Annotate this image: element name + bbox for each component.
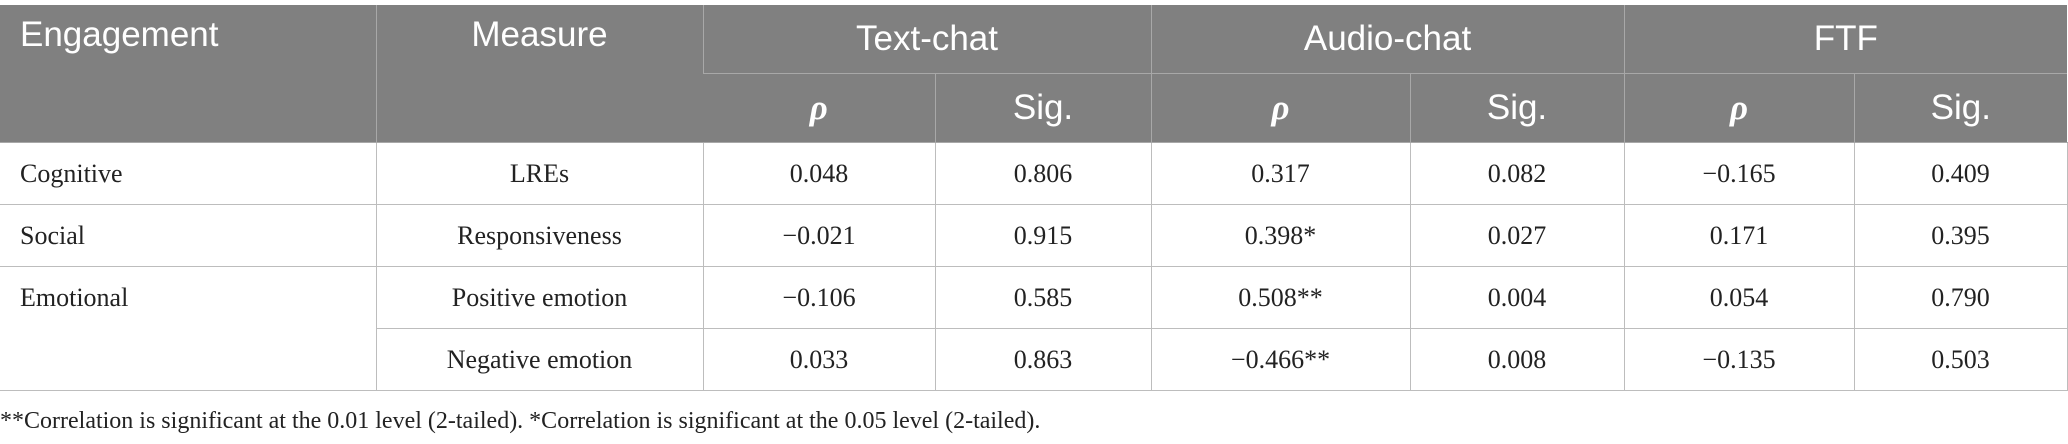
header-row: ρ Sig. ρ Sig. ρ Sig. [0,73,2068,143]
measure-cell: Responsiveness [375,204,704,267]
measure-cell: Positive emotion [375,266,704,329]
engagement-cell: Cognitive [0,142,377,205]
value-cell: 0.863 [934,328,1152,391]
value-cell: 0.171 [1623,204,1855,267]
value-cell: 0.915 [934,204,1152,267]
footnote: **Correlation is significant at the 0.01… [0,408,1041,434]
group-header: FTF [1623,5,2068,74]
value-cell: 0.027 [1409,204,1625,267]
value-cell: −0.021 [702,204,936,267]
header-row: Engagement Measure Text-chat Audio-chat FTF [0,5,2068,143]
engagement-cell: Emotional [0,266,377,391]
value-cell: −0.165 [1623,142,1855,205]
value-cell: 0.395 [1853,204,2068,267]
value-cell: 0.317 [1150,142,1411,205]
engagement-cell: Social [0,204,377,267]
value-cell: 0.398* [1150,204,1411,267]
value-cell: 0.409 [1853,142,2068,205]
value-cell: −0.135 [1623,328,1855,391]
table-row: Negative emotion 0.033 0.863 −0.466** 0.008−… [0,328,2068,391]
measure-cell: LREs [375,142,704,205]
value-cell: 0.082 [1409,142,1625,205]
value-cell: 0.503 [1853,328,2068,391]
value-cell: 0.790 [1853,266,2068,329]
value-cell: −0.466** [1150,328,1411,391]
header-cell: Measure [375,5,703,143]
rho-header: ρ [1150,73,1410,143]
value-cell: 0.806 [934,142,1152,205]
table-row: Emotional Positive emotion −0.106 0.585 0.50… [0,266,2068,391]
table-header: Engagement Measure Text-chat Audio-chat FTF ρ… [0,5,2068,143]
value-cell: 0.004 [1409,266,1625,329]
value-cell: 0.033 [702,328,936,391]
value-cell: 0.008 [1409,328,1625,391]
sig-header: Sig. [934,73,1151,143]
table-row: Social Responsiveness −0.021 0.915 0.398* 0.0… [0,204,2068,267]
value-cell: 0.508** [1150,266,1411,329]
sig-header: Sig. [1409,73,1625,143]
value-cell: 0.048 [702,142,936,205]
data-table: Engagement Measure Text-chat Audio-chat FTF ρ… [0,5,2068,391]
rho-header: ρ [1623,73,1855,143]
value-cell: 0.054 [1623,266,1855,329]
group-header: Text-chat [702,5,1151,74]
table-body: Cognitive LREs 0.048 0.806 0.317 0.082 −0.165 0… [0,142,2068,391]
table-row: Cognitive LREs 0.048 0.806 0.317 0.082 −0.165 0… [0,142,2068,205]
rho-header: ρ [703,73,935,143]
value-cell: 0.585 [934,266,1152,329]
value-cell: −0.106 [702,266,936,329]
header-cell: Engagement [0,5,376,143]
group-header: Audio-chat [1150,5,1625,74]
measure-cell: Negative emotion [376,328,704,391]
sig-header: Sig. [1853,73,2068,143]
